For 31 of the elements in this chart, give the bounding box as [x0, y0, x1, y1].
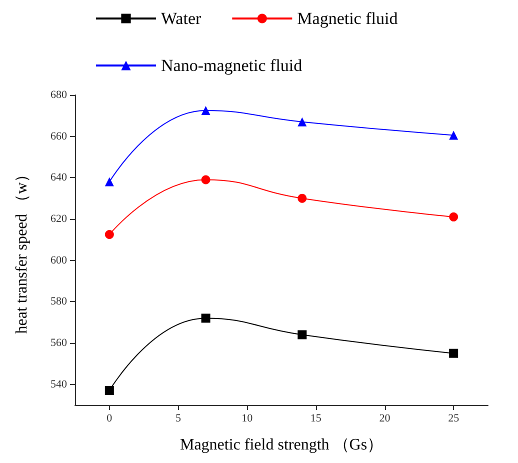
point: [298, 117, 307, 126]
y-tick-label: 660: [50, 130, 68, 142]
point: [104, 177, 114, 186]
point: [104, 230, 114, 239]
y-tick-label: 560: [50, 337, 68, 349]
x-tick-label: 20: [379, 412, 391, 424]
y-tick-label: 620: [50, 213, 68, 225]
point: [201, 314, 210, 323]
y-axis-title: heat transfer speed （w）: [14, 166, 30, 334]
legend-label: Magnetic fluid: [297, 9, 398, 28]
x-tick-label: 10: [242, 412, 254, 424]
legend-label: Water: [161, 9, 202, 28]
y-tick-label: 540: [50, 378, 68, 390]
point: [201, 106, 210, 115]
x-axis-title: Magnetic field strength （Gs）: [180, 436, 384, 454]
point: [449, 130, 458, 140]
point: [298, 330, 307, 340]
point: [104, 386, 114, 396]
x-tick-label: 5: [176, 412, 182, 424]
x-tick-label: 25: [448, 412, 460, 424]
point: [449, 348, 458, 358]
point: [449, 212, 458, 222]
legend-label: Nano-magnetic fluid: [161, 56, 303, 75]
point: [298, 194, 307, 203]
y-tick-label: 680: [50, 89, 68, 101]
y-tick-label: 600: [50, 254, 68, 266]
point: [201, 175, 210, 184]
y-tick-label: 580: [50, 296, 68, 308]
x-tick-label: 0: [106, 412, 113, 424]
y-tick-label: 640: [50, 172, 68, 184]
x-tick-label: 15: [310, 412, 322, 424]
